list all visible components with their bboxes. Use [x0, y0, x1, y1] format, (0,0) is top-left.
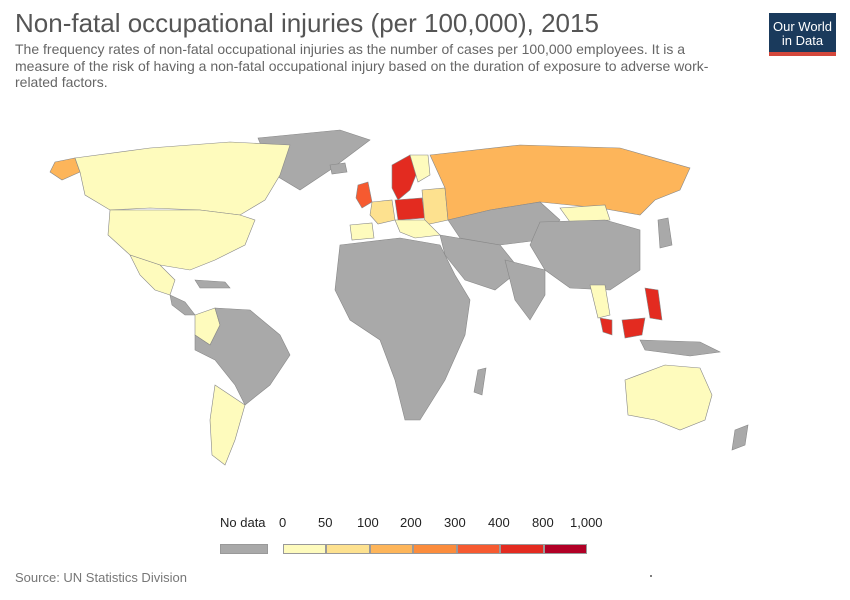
- region-finland[interactable]: [409, 154, 431, 183]
- region-china[interactable]: [529, 219, 641, 291]
- legend-tick-4: 300: [444, 515, 466, 530]
- legend-no-data-label: No data: [220, 515, 266, 530]
- region-eastern-europe[interactable]: [421, 187, 449, 226]
- region-caribbean[interactable]: [194, 279, 231, 289]
- region-iceland[interactable]: [329, 162, 348, 175]
- region-canada[interactable]: [74, 141, 291, 216]
- region-balkans[interactable]: [394, 219, 441, 239]
- legend-swatch-300-400[interactable]: [457, 544, 500, 554]
- legend-swatch-400-800[interactable]: [500, 544, 544, 554]
- region-india[interactable]: [504, 259, 546, 321]
- region-borneo[interactable]: [621, 317, 646, 339]
- legend-tick-5: 400: [488, 515, 510, 530]
- region-usa[interactable]: [107, 209, 256, 271]
- legend-tick-1: 50: [318, 515, 333, 530]
- region-west-europe[interactable]: [369, 199, 396, 225]
- logo-line-1: Our World: [773, 19, 832, 34]
- region-philippines[interactable]: [644, 287, 663, 321]
- legend-swatch-0-50[interactable]: [283, 544, 326, 554]
- legend-swatch-800-1000[interactable]: [544, 544, 587, 554]
- world-map[interactable]: [0, 120, 850, 490]
- chart-subtitle: The frequency rates of non-fatal occupat…: [15, 41, 709, 90]
- owid-logo[interactable]: Our World in Data: [769, 13, 836, 56]
- region-malaysia[interactable]: [599, 317, 613, 336]
- region-alaska[interactable]: [49, 157, 81, 181]
- legend-tick-0: 0: [279, 515, 287, 530]
- region-spain[interactable]: [349, 222, 375, 241]
- legend-swatch-100-200[interactable]: [370, 544, 413, 554]
- region-africa[interactable]: [334, 237, 471, 421]
- region-mongolia[interactable]: [559, 204, 611, 223]
- region-russia[interactable]: [429, 144, 691, 221]
- legend-swatch-no-data[interactable]: [220, 544, 268, 554]
- region-south-america[interactable]: [194, 307, 291, 406]
- region-japan[interactable]: [657, 217, 673, 249]
- map-legend: No data 0 50 100 200 300 400 800 1,000: [0, 510, 850, 560]
- chart-title: Non-fatal occupational injuries (per 100…: [15, 8, 599, 38]
- region-australia[interactable]: [624, 364, 713, 431]
- region-new-zealand[interactable]: [731, 424, 749, 451]
- region-indonesia[interactable]: [639, 339, 722, 357]
- logo-line-2: in Data: [781, 33, 824, 48]
- legend-swatch-200-300[interactable]: [413, 544, 457, 554]
- legend-tick-3: 200: [400, 515, 422, 530]
- footer-dot: [650, 575, 652, 577]
- region-madagascar[interactable]: [473, 367, 487, 396]
- region-central-europe[interactable]: [394, 197, 426, 221]
- legend-tick-6: 800: [532, 515, 554, 530]
- legend-tick-2: 100: [357, 515, 379, 530]
- legend-tick-7: 1,000: [570, 515, 603, 530]
- region-central-america[interactable]: [169, 294, 196, 316]
- source-note[interactable]: Source: UN Statistics Division: [15, 570, 187, 585]
- region-se-asia[interactable]: [589, 284, 611, 319]
- legend-swatch-50-100[interactable]: [326, 544, 370, 554]
- region-argentina[interactable]: [209, 384, 246, 466]
- region-uk[interactable]: [355, 181, 373, 209]
